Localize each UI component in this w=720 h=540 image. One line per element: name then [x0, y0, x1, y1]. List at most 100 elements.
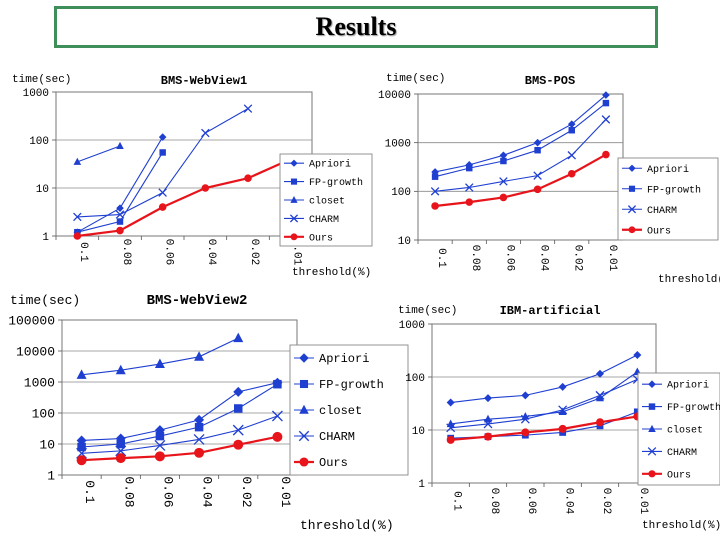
y-tick-label: 100 — [391, 187, 411, 199]
data-point — [244, 174, 252, 182]
data-point — [232, 424, 244, 436]
legend-marker — [628, 226, 636, 234]
data-point — [73, 232, 82, 240]
data-point — [430, 187, 440, 196]
y-tick-label: 10000 — [16, 345, 55, 360]
series-line — [450, 415, 638, 442]
legend-marker — [628, 164, 636, 172]
series-fp-growth — [431, 99, 610, 180]
x-tick-label: 0.06 — [503, 245, 515, 271]
data-point — [115, 210, 125, 219]
data-point — [154, 451, 165, 462]
series-line — [77, 158, 292, 238]
data-point — [159, 149, 166, 156]
legend-marker — [299, 353, 309, 363]
y-tick-label: 1000 — [24, 376, 55, 391]
data-point — [193, 434, 205, 445]
data-point — [76, 455, 87, 466]
y-tick-label: 10 — [36, 184, 49, 196]
legend-label: closet — [667, 425, 703, 437]
series-line — [81, 415, 278, 454]
data-point — [500, 157, 507, 165]
data-point — [558, 405, 568, 415]
data-point — [633, 351, 642, 360]
data-point — [154, 439, 166, 451]
series-fp-growth — [77, 379, 282, 452]
data-point — [115, 453, 126, 464]
data-point — [499, 151, 508, 160]
legend-label: Ours — [667, 470, 691, 481]
chart-bms-pos: time(sec) BMS-POS 10 100 1000 10000 0.1 0.08 0.0… — [378, 73, 720, 286]
x-tick-label: 0.1 — [435, 248, 447, 268]
data-point — [521, 428, 530, 437]
legend-box — [617, 157, 719, 241]
data-point — [464, 183, 474, 192]
y-axis-label: time(sec) — [398, 305, 457, 317]
data-point — [533, 138, 542, 147]
x-tick-label: 0.01 — [278, 476, 293, 507]
legend-label: Apriori — [647, 164, 689, 176]
legend-marker — [627, 205, 637, 214]
legend-label: CHARM — [667, 448, 697, 459]
data-point — [154, 358, 165, 369]
data-point — [431, 202, 439, 210]
legend-marker — [299, 404, 309, 414]
data-point — [601, 115, 611, 124]
legend-label: Ours — [309, 233, 333, 244]
data-point — [73, 157, 82, 165]
legend-label: FP-growth — [647, 184, 701, 196]
y-tick-label: 10 — [398, 236, 411, 248]
y-axis-label: time(sec) — [12, 74, 71, 86]
x-tick-label: 0.1 — [451, 491, 463, 511]
data-point — [155, 431, 165, 441]
data-point — [194, 447, 205, 458]
data-point — [431, 173, 439, 180]
data-point — [243, 104, 253, 113]
y-tick-label: 1000 — [399, 320, 425, 332]
legend-label: closet — [319, 404, 362, 418]
data-point — [602, 99, 610, 107]
series-charm — [73, 104, 253, 222]
data-point — [116, 141, 124, 150]
x-tick-label: 0.01 — [637, 488, 649, 515]
data-point — [484, 394, 492, 403]
data-point — [484, 414, 492, 423]
data-point — [234, 404, 243, 413]
data-point — [76, 435, 87, 446]
series-line — [434, 102, 607, 178]
legend-label: Apriori — [319, 352, 369, 366]
data-point — [484, 432, 492, 441]
data-point — [596, 369, 604, 378]
data-point — [633, 408, 641, 416]
y-tick-label: 100 — [32, 407, 55, 422]
data-point — [158, 188, 167, 197]
x-tick-label: 0.06 — [163, 239, 175, 265]
series-line — [434, 153, 607, 208]
legend-label: Apriori — [309, 159, 351, 171]
x-tick-label: 0.02 — [572, 245, 584, 271]
y-axis-label: time(sec) — [10, 293, 80, 308]
x-axis-label: threshold(%) — [300, 518, 394, 533]
data-point — [558, 424, 567, 433]
plot-area — [61, 319, 298, 476]
legend-marker — [648, 424, 656, 433]
legend-marker — [290, 233, 298, 241]
series-apriori — [431, 91, 610, 176]
x-tick-label: 0.08 — [469, 245, 481, 271]
series-line — [434, 94, 607, 173]
x-tick-label: 0.04 — [205, 239, 217, 266]
data-point — [466, 164, 473, 172]
data-point — [596, 393, 604, 402]
x-tick-label: 0.02 — [248, 239, 260, 265]
data-point — [158, 203, 167, 211]
x-tick-label: 0.06 — [525, 488, 537, 514]
title-box: Results — [54, 6, 658, 48]
legend-label: FP-growth — [309, 177, 363, 189]
chart-bms-webview1: time(sec) BMS-WebView1 1 10 100 1000 0.1 0.08 0.… — [12, 74, 373, 279]
data-point — [73, 212, 82, 222]
data-point — [595, 390, 605, 400]
x-tick-label: 0.08 — [488, 488, 500, 514]
legend-label: FP-growth — [319, 378, 384, 392]
legend-label: CHARM — [309, 215, 339, 226]
data-point — [446, 435, 455, 444]
